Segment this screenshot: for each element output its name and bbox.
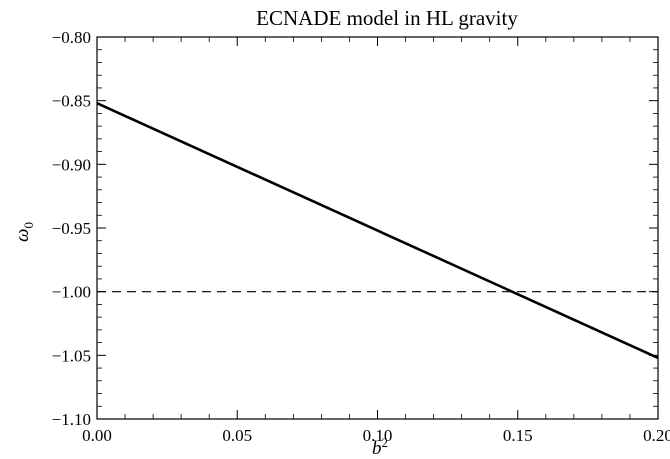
x-tick-label: 0.15 — [503, 426, 533, 445]
x-tick-label: 0.00 — [82, 426, 112, 445]
y-axis-label-subscript: 0 — [21, 222, 36, 229]
y-tick-label: −0.85 — [52, 92, 91, 111]
y-axis-label: ω0 — [12, 222, 36, 242]
x-axis-label-base: b — [372, 438, 382, 459]
x-tick-label: 0.05 — [222, 426, 252, 445]
chart-title: ECNADE model in HL gravity — [256, 6, 518, 30]
x-tick-label: 0.20 — [643, 426, 670, 445]
x-tick-label: 0.10 — [363, 426, 393, 445]
y-tick-label: −1.05 — [52, 346, 91, 365]
y-tick-label: −0.90 — [52, 155, 91, 174]
x-axis-label-superscript: 2 — [382, 435, 389, 450]
y-tick-label: −0.80 — [52, 28, 91, 47]
y-tick-label: −1.00 — [52, 283, 91, 302]
y-tick-label: −1.10 — [52, 410, 91, 429]
y-tick-label: −0.95 — [52, 219, 91, 238]
series — [96, 102, 659, 360]
plot-frame — [96, 36, 659, 420]
y-axis-label-base: ω — [12, 229, 33, 242]
ticks: 0.00 0.05 0.10 0.15 0.20 −0.80 −0.85 −0.90 −0.95… — [52, 28, 670, 445]
series-line — [96, 102, 659, 360]
x-axis-label: b2 — [372, 435, 388, 459]
